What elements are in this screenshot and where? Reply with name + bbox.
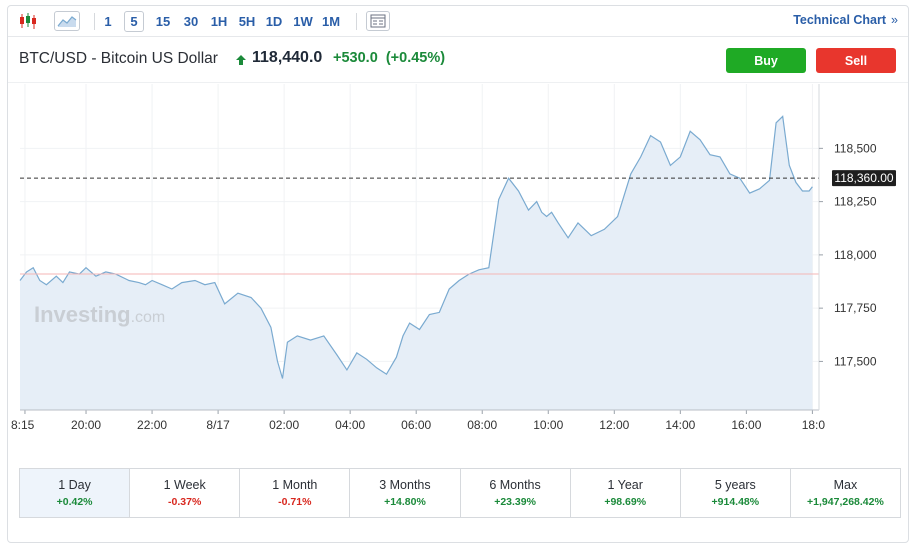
period-change: +23.39% (494, 496, 536, 508)
timeframe-1w[interactable]: 1W (293, 14, 313, 29)
period-tab-5-years[interactable]: 5 years +914.48% (681, 469, 791, 517)
y-tick-label: 118,250 (834, 195, 877, 209)
x-tick-label: 02:00 (269, 418, 299, 432)
period-selector: 1 Day +0.42% 1 Week -0.37% 1 Month -0.71% 3 Mo… (19, 468, 901, 518)
technical-chart-label: Technical Chart (793, 13, 887, 27)
chart-toolbar: 1 5 15 30 1H 5H 1D 1W 1M Technical Chart » (8, 6, 908, 37)
candlestick-icon[interactable] (16, 11, 40, 31)
x-tick-label: 06:00 (401, 418, 431, 432)
indicators-icon[interactable] (366, 11, 390, 31)
x-tick-label: 18:0 (802, 418, 826, 432)
period-label: 3 Months (379, 478, 431, 492)
change-value: +530.0 (333, 50, 378, 66)
period-label: 1 Day (58, 478, 91, 492)
period-tab-max[interactable]: Max +1,947,268.42% (791, 469, 900, 517)
technical-chart-link[interactable]: Technical Chart » (793, 13, 898, 27)
x-tick-label: 08:00 (467, 418, 497, 432)
toolbar-divider (94, 13, 95, 30)
x-tick-label: 14:00 (665, 418, 695, 432)
y-tick-label: 117,750 (834, 301, 877, 315)
x-tick-label: 10:00 (533, 418, 563, 432)
x-tick-label: 04:00 (335, 418, 365, 432)
x-tick-label: 20:00 (71, 418, 101, 432)
last-price: 118,440.0 (252, 49, 323, 66)
y-tick-label: 117,500 (834, 354, 877, 368)
toolbar-divider (356, 13, 357, 30)
double-chevron-right-icon: » (891, 13, 898, 27)
period-label: 6 Months (489, 478, 541, 492)
x-tick-label: 8/17 (206, 418, 230, 432)
y-tick-label: 118,500 (834, 141, 877, 155)
price-series-line (19, 115, 813, 379)
sell-button[interactable]: Sell (816, 48, 896, 73)
period-change: +98.69% (604, 496, 647, 508)
period-tab-3-months[interactable]: 3 Months +14.80% (350, 469, 461, 517)
price-area-fill (20, 116, 813, 411)
period-change: +0.42% (56, 496, 93, 508)
period-label: Max (833, 478, 858, 492)
period-tab-1-year[interactable]: 1 Year +98.69% (571, 469, 681, 517)
area-chart-icon[interactable] (54, 11, 80, 31)
timeframe-1m[interactable]: 1M (321, 14, 341, 29)
x-tick-label: 16:00 (731, 418, 761, 432)
investing-watermark-logo: Investing.com (34, 302, 165, 327)
period-change: -0.71% (278, 496, 312, 508)
price-change: +530.0 (+0.45%) (333, 50, 445, 66)
period-label: 1 Year (607, 478, 643, 492)
period-change: +1,947,268.42% (807, 496, 884, 508)
timeframe-5h[interactable]: 5H (238, 14, 256, 29)
period-label: 1 Week (163, 478, 206, 492)
x-tick-label: 22:00 (137, 418, 167, 432)
price-chart[interactable]: Investing.com 118,500 118,250 118,000 117,75… (8, 6, 908, 466)
period-change: +14.80% (384, 496, 426, 508)
chart-widget: 1 5 15 30 1H 5H 1D 1W 1M Technical Chart » BTC/US… (7, 5, 909, 543)
period-tab-1-month[interactable]: 1 Month -0.71% (240, 469, 351, 517)
change-percent: (+0.45%) (385, 50, 446, 66)
instrument-header: BTC/USD - Bitcoin US Dollar 118,440.0 +5… (8, 37, 908, 83)
timeframe-15[interactable]: 15 (155, 14, 171, 29)
period-label: 5 years (714, 478, 756, 492)
period-change: -0.37% (168, 496, 202, 508)
current-price-label: 118,360.00 (834, 171, 893, 185)
x-tick-label: 8:15 (11, 418, 35, 432)
timeframe-5[interactable]: 5 (124, 11, 144, 32)
period-change: +914.48% (711, 496, 760, 508)
y-tick-label: 118,000 (834, 248, 877, 262)
timeframe-1d[interactable]: 1D (265, 14, 283, 29)
period-tab-6-months[interactable]: 6 Months +23.39% (461, 469, 571, 517)
instrument-title: BTC/USD - Bitcoin US Dollar (19, 50, 218, 67)
period-tab-1-week[interactable]: 1 Week -0.37% (130, 469, 241, 517)
up-arrow-icon (236, 55, 246, 65)
period-label: 1 Month (272, 478, 318, 492)
timeframe-30[interactable]: 30 (183, 14, 199, 29)
period-tab-1-day[interactable]: 1 Day +0.42% (20, 469, 131, 517)
x-tick-label: 12:00 (599, 418, 629, 432)
timeframe-1h[interactable]: 1H (210, 14, 228, 29)
buy-button[interactable]: Buy (726, 48, 806, 73)
timeframe-1[interactable]: 1 (104, 14, 112, 29)
current-price-badge (832, 170, 896, 187)
